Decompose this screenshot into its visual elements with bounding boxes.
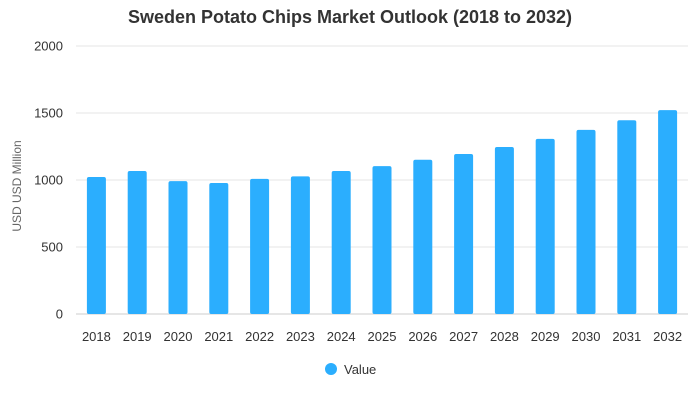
x-tick-label-2025: 2025 bbox=[368, 329, 397, 344]
x-tick-label-2022: 2022 bbox=[245, 329, 274, 344]
y-axis-ticks: 0 500 1000 1500 2000 bbox=[34, 39, 63, 322]
y-tick-label: 1000 bbox=[34, 173, 63, 188]
x-tick-label-2028: 2028 bbox=[490, 329, 519, 344]
bar-2023[interactable] bbox=[290, 176, 310, 314]
x-tick-label-2029: 2029 bbox=[531, 329, 560, 344]
legend-label-value: Value bbox=[344, 362, 376, 377]
y-tick-label: 500 bbox=[41, 240, 63, 255]
x-tick-label-2027: 2027 bbox=[449, 329, 478, 344]
legend[interactable]: Value bbox=[325, 362, 376, 377]
bar-2022[interactable] bbox=[250, 178, 270, 314]
bars bbox=[86, 110, 678, 315]
bar-2026[interactable] bbox=[413, 159, 433, 314]
x-tick-label-2020: 2020 bbox=[164, 329, 193, 344]
x-tick-label-2023: 2023 bbox=[286, 329, 315, 344]
legend-swatch-value bbox=[325, 363, 337, 375]
bar-2021[interactable] bbox=[209, 182, 229, 314]
bar-2019[interactable] bbox=[127, 171, 147, 314]
bar-2018[interactable] bbox=[86, 177, 106, 314]
chart-title: Sweden Potato Chips Market Outlook (2018… bbox=[127, 7, 573, 27]
y-tick-label: 2000 bbox=[34, 39, 63, 54]
x-tick-label-2031: 2031 bbox=[612, 329, 641, 344]
x-tick-label-2024: 2024 bbox=[327, 329, 356, 344]
x-tick-label-2019: 2019 bbox=[123, 329, 152, 344]
x-tick-label-2018: 2018 bbox=[82, 329, 111, 344]
bar-2030[interactable] bbox=[576, 129, 596, 314]
x-axis-ticks: 2018 2019 2020 2021 2022 2023 2024 2025 2026 2027… bbox=[82, 329, 682, 344]
bar-2031[interactable] bbox=[617, 120, 637, 315]
bar-2024[interactable] bbox=[331, 171, 351, 314]
bar-2027[interactable] bbox=[454, 154, 474, 314]
x-tick-label-2032: 2032 bbox=[653, 329, 682, 344]
bar-2029[interactable] bbox=[535, 138, 555, 314]
y-tick-label: 1500 bbox=[34, 106, 63, 121]
y-axis-title: USD USD Million bbox=[10, 140, 24, 231]
y-tick-label: 0 bbox=[56, 307, 63, 322]
bar-2028[interactable] bbox=[494, 147, 514, 314]
x-tick-label-2021: 2021 bbox=[204, 329, 233, 344]
bar-2020[interactable] bbox=[168, 181, 188, 314]
x-tick-label-2026: 2026 bbox=[408, 329, 437, 344]
bar-2025[interactable] bbox=[372, 166, 392, 314]
bar-2032[interactable] bbox=[658, 110, 678, 314]
x-tick-label-2030: 2030 bbox=[572, 329, 601, 344]
